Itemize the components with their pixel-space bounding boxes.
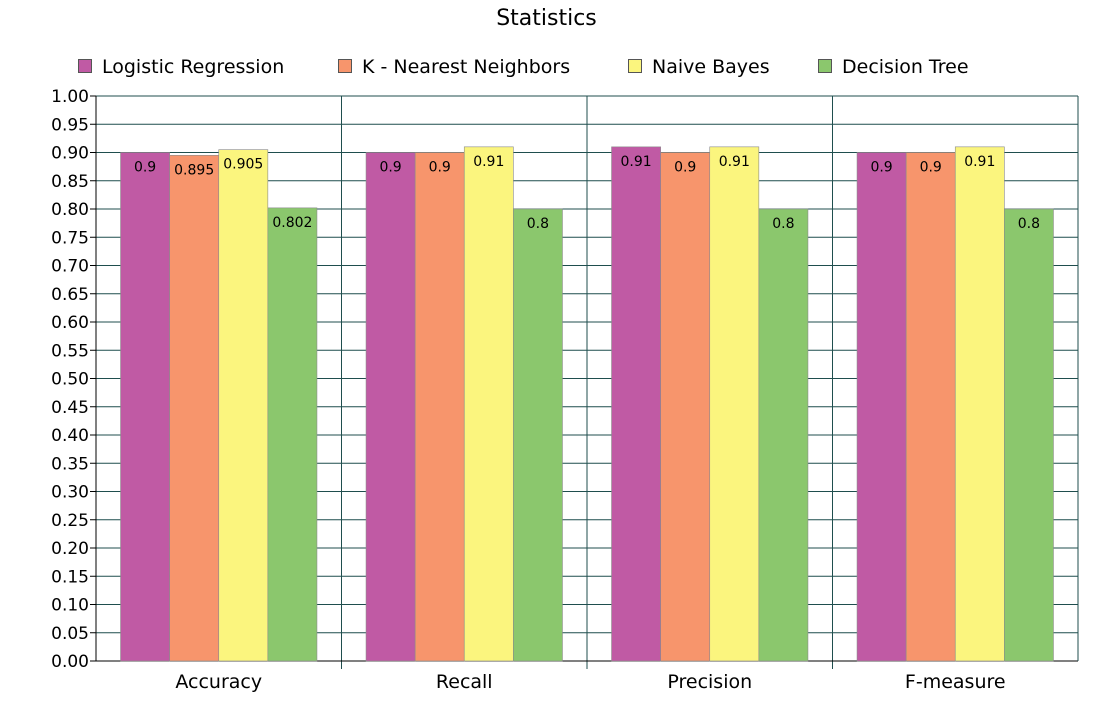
y-tick-label: 0.40 [51,426,89,446]
legend-label: Naive Bayes [652,56,770,78]
data-label: 0.802 [272,215,312,231]
bar [513,208,563,662]
data-label: 0.905 [223,157,263,173]
y-tick-label: 1.00 [51,87,89,107]
data-label: 0.9 [674,160,696,176]
legend-label: Decision Tree [842,56,969,78]
legend-swatch [78,59,92,73]
bar [856,152,907,662]
bar [954,146,1005,662]
legend-label: Logistic Regression [102,56,285,78]
bar [758,208,809,662]
bar [463,146,514,662]
y-tick-label: 0.15 [51,567,89,587]
y-tick-label: 0.35 [51,454,89,474]
y-tick-label: 0.05 [51,624,89,644]
data-label: 0.9 [870,160,892,176]
legend-swatch [628,59,642,73]
data-label: 0.91 [964,154,995,170]
data-label: 0.9 [379,160,401,176]
y-tick-label: 0.70 [51,257,89,277]
x-category-label: Recall [436,671,493,693]
data-label: 0.91 [719,154,750,170]
bar [611,146,661,662]
data-label: 0.8 [527,216,549,232]
data-label: 0.91 [473,154,504,170]
legend-label: K - Nearest Neighbors [362,56,571,78]
x-category-label: Accuracy [175,671,262,693]
bar [218,149,269,662]
y-tick-label: 0.20 [51,539,89,559]
data-label: 0.8 [772,216,794,232]
bar [120,152,170,662]
legend-swatch [338,59,352,73]
bar [267,207,318,662]
y-tick-label: 0.80 [51,200,89,220]
data-label: 0.9 [920,160,942,176]
data-label: 0.8 [1018,216,1040,232]
data-label: 0.895 [174,162,214,178]
y-tick-label: 0.50 [51,370,89,390]
y-tick-label: 0.00 [51,652,89,672]
data-label: 0.9 [134,160,156,176]
x-category-label: Precision [667,671,752,693]
bar [709,146,760,662]
x-category-label: F-measure [905,671,1006,693]
y-tick-label: 0.25 [51,511,89,531]
data-label: 0.9 [429,160,451,176]
y-tick-label: 0.30 [51,483,89,503]
y-tick-label: 0.95 [51,115,89,135]
y-tick-label: 0.75 [51,228,89,248]
bar [414,152,465,662]
y-tick-label: 0.60 [51,313,89,333]
y-tick-label: 0.55 [51,341,89,361]
y-tick-label: 0.10 [51,596,89,616]
bar [905,152,956,662]
legend-swatch [818,59,832,73]
y-tick-label: 0.45 [51,398,89,418]
y-tick-label: 0.85 [51,172,89,192]
bar [169,155,220,662]
y-tick-label: 0.90 [51,144,89,164]
data-label: 0.91 [621,154,652,170]
y-tick-label: 0.65 [51,285,89,305]
bar [660,152,711,662]
bar [1004,208,1054,662]
bar [365,152,416,662]
chart-title: Statistics [496,6,597,31]
